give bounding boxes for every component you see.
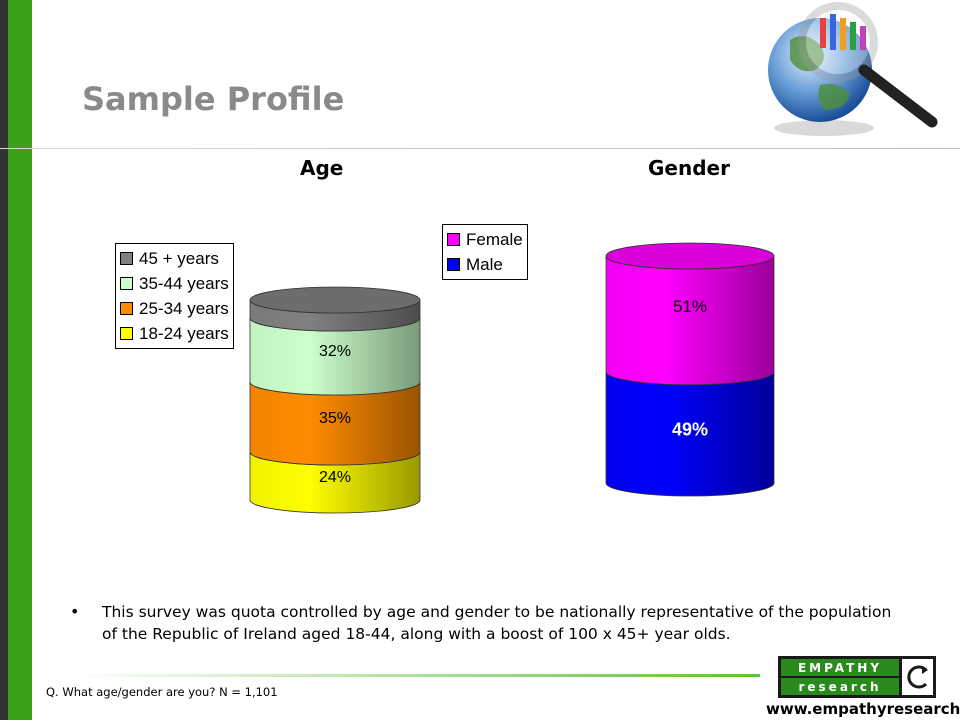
age-chart-heading: Age [300,156,344,180]
footer-divider [70,674,760,677]
age-legend-label: 45 + years [139,248,219,268]
bullet-point: • [70,602,80,621]
age-data-label: 35% [319,410,351,427]
age-legend-swatch [120,252,133,265]
age-legend-item: 35-44 years [120,271,229,296]
left-green-stripe [8,0,32,720]
gender-legend-label: Male [466,254,503,274]
age-legend: 45 + years 35-44 years 25-34 years 18-24 ye… [115,243,234,349]
gender-legend-item: Female [447,227,523,252]
logo-bottom-text: research [798,680,881,694]
age-legend-swatch [120,302,133,315]
question-footnote: Q. What age/gender are you? N = 1,101 [46,685,278,699]
age-legend-item: 18-24 years [120,321,229,346]
age-legend-item: 45 + years [120,246,229,271]
globe-magnifier-icon [768,2,938,136]
gender-legend-swatch [447,258,460,271]
age-data-label: 24% [319,469,351,486]
age-legend-label: 25-34 years [139,298,229,318]
logo-top-text: EMPATHY [798,661,882,675]
gender-bar-segment [605,255,775,386]
gender-legend: Female Male [442,224,528,280]
age-data-label: 32% [319,343,351,360]
gender-legend-swatch [447,233,460,246]
empathy-research-logo: EMPATHY research [778,656,936,698]
page-title: Sample Profile [82,80,345,118]
age-legend-label: 35-44 years [139,273,229,293]
age-legend-item: 25-34 years [120,296,229,321]
gender-chart-heading: Gender [648,156,730,180]
gender-legend-item: Male [447,252,523,277]
website-url: www.empathyresearch.ie [766,700,960,718]
gender-legend-label: Female [466,229,523,249]
bullet-text: This survey was quota controlled by age … [102,603,892,643]
age-legend-label: 18-24 years [139,323,229,343]
age-bar-top-cap [249,286,421,314]
age-legend-swatch [120,327,133,340]
title-divider [0,148,960,149]
gender-data-label: 51% [673,297,707,316]
age-legend-swatch [120,277,133,290]
left-dark-stripe [0,0,8,720]
gender-bar-top-cap [605,242,775,270]
gender-data-label: 49% [672,419,708,439]
